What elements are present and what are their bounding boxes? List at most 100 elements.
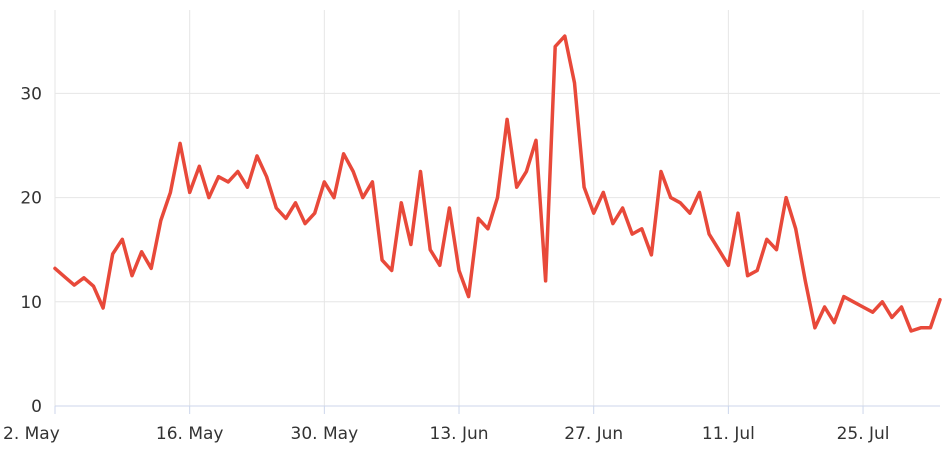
data-point <box>717 248 721 252</box>
data-point <box>572 81 576 85</box>
data-point <box>553 44 557 48</box>
data-point <box>476 216 480 220</box>
data-point <box>871 310 875 314</box>
data-point <box>621 206 625 210</box>
x-tick-label: 13. Jun <box>430 424 489 444</box>
data-point <box>688 211 692 215</box>
data-point <box>707 232 711 236</box>
x-tick-label: 27. Jun <box>564 424 623 444</box>
data-point <box>255 154 259 158</box>
y-tick-label: 20 <box>20 189 42 209</box>
axes <box>54 405 940 414</box>
data-point <box>803 279 807 283</box>
data-point <box>890 315 894 319</box>
data-point <box>284 216 288 220</box>
data-point <box>130 274 134 278</box>
data-point <box>678 201 682 205</box>
y-tick-label: 10 <box>20 293 42 313</box>
data-point <box>592 211 596 215</box>
data-point <box>515 185 519 189</box>
y-tick-label: 0 <box>31 397 42 417</box>
data-point <box>197 164 201 168</box>
y-tick-label: 30 <box>20 84 42 104</box>
data-point <box>390 269 394 273</box>
data-point <box>524 170 528 174</box>
data-point <box>342 152 346 156</box>
data-point <box>726 263 730 267</box>
data-point <box>823 305 827 309</box>
data-point <box>755 269 759 273</box>
x-tick-label: 16. May <box>156 424 224 444</box>
data-point <box>351 170 355 174</box>
data-point <box>370 180 374 184</box>
data-point <box>505 117 509 121</box>
data-point <box>265 175 269 179</box>
data-point <box>274 206 278 210</box>
data-point <box>380 258 384 262</box>
data-point <box>909 329 913 333</box>
data-point <box>611 222 615 226</box>
data-point <box>428 248 432 252</box>
data-point <box>467 295 471 299</box>
data-point <box>438 263 442 267</box>
x-tick-label: 25. Jul <box>837 424 890 444</box>
data-point <box>293 201 297 205</box>
data-point <box>159 219 163 223</box>
data-point <box>659 170 663 174</box>
data-point <box>698 190 702 194</box>
data-point <box>332 196 336 200</box>
data-point <box>399 201 403 205</box>
data-point <box>91 284 95 288</box>
data-point <box>120 237 124 241</box>
data-point <box>226 180 230 184</box>
data-point <box>938 298 942 302</box>
data-point <box>794 227 798 231</box>
data-point <box>842 295 846 299</box>
data-point <box>784 196 788 200</box>
x-tick-label: 11. Jul <box>702 424 755 444</box>
data-point <box>361 196 365 200</box>
data-point <box>649 253 653 257</box>
data-point <box>409 242 413 246</box>
series-layer <box>53 34 942 333</box>
data-point <box>601 190 605 194</box>
data-point <box>774 248 778 252</box>
data-point <box>457 269 461 273</box>
data-point <box>880 300 884 304</box>
data-point <box>447 206 451 210</box>
data-point <box>207 196 211 200</box>
data-point <box>563 34 567 38</box>
data-point <box>140 250 144 254</box>
data-point <box>101 306 105 310</box>
data-point <box>63 275 67 279</box>
x-tick-label: 2. May <box>3 424 60 444</box>
data-point <box>640 227 644 231</box>
x-tick-label: 30. May <box>291 424 359 444</box>
data-point <box>178 141 182 145</box>
data-point <box>486 227 490 231</box>
data-point <box>851 300 855 304</box>
data-point <box>765 237 769 241</box>
data-point <box>813 326 817 330</box>
data-point <box>168 190 172 194</box>
grid <box>54 10 940 406</box>
data-point <box>534 138 538 142</box>
data-point <box>544 279 548 283</box>
data-point <box>149 266 153 270</box>
data-point <box>53 266 57 270</box>
data-point <box>313 211 317 215</box>
series-line <box>53 34 942 333</box>
data-point <box>928 326 932 330</box>
data-point <box>322 180 326 184</box>
data-point <box>111 252 115 256</box>
data-point <box>832 321 836 325</box>
data-point <box>496 196 500 200</box>
data-point <box>303 222 307 226</box>
data-point <box>245 185 249 189</box>
data-point <box>582 185 586 189</box>
data-point <box>630 232 634 236</box>
data-point <box>82 276 86 280</box>
data-point <box>188 190 192 194</box>
data-point <box>746 274 750 278</box>
